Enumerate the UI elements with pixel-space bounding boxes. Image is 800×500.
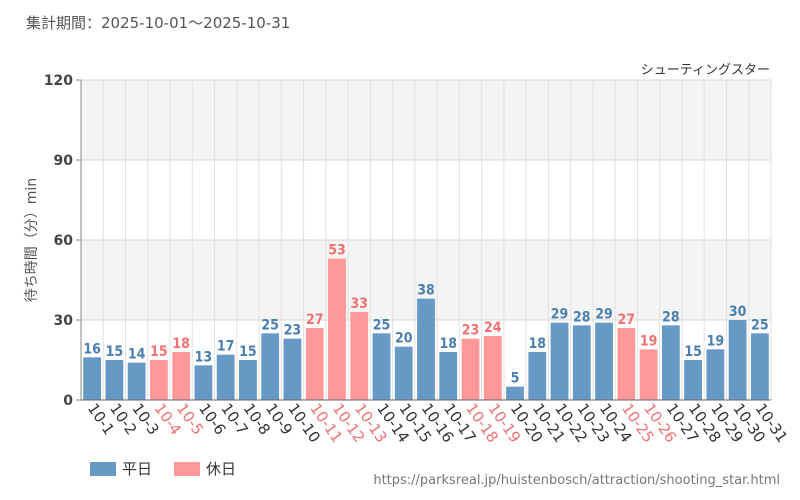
value-label-10-19: 24 <box>484 320 502 336</box>
bar-10-2 <box>105 360 124 400</box>
value-label-10-12: 53 <box>328 243 346 259</box>
x-tick-labels: 10-110-210-310-410-510-610-710-810-910-1… <box>84 400 791 446</box>
value-label-10-31: 25 <box>751 317 769 333</box>
value-label-10-30: 30 <box>729 304 747 320</box>
y-tick-label: 120 <box>44 73 73 89</box>
legend-item-weekday: 平日 <box>90 458 152 479</box>
value-label-10-14: 25 <box>373 317 391 333</box>
bar-10-27 <box>661 325 680 400</box>
bar-10-29 <box>706 349 725 400</box>
value-label-10-24: 29 <box>595 307 613 323</box>
weekday-swatch <box>90 461 116 476</box>
value-label-10-18: 23 <box>462 323 480 339</box>
bar-10-11 <box>305 328 324 400</box>
value-label-10-26: 19 <box>640 333 658 349</box>
bar-10-5 <box>172 352 191 400</box>
bars <box>83 258 769 400</box>
bar-10-3 <box>127 362 146 400</box>
value-label-10-17: 18 <box>439 336 457 352</box>
bar-10-14 <box>372 333 391 400</box>
chart-title: シューティングスター <box>641 63 770 78</box>
value-label-10-28: 15 <box>684 344 702 360</box>
bar-10-4 <box>150 360 168 400</box>
bar-10-19 <box>483 336 502 400</box>
bar-10-25 <box>617 328 636 400</box>
bar-10-9 <box>261 333 280 400</box>
bar-10-7 <box>216 354 235 400</box>
bar-10-30 <box>728 320 747 400</box>
bar-10-1 <box>83 357 102 400</box>
value-label-10-9: 25 <box>261 317 279 333</box>
value-label-10-22: 29 <box>551 307 569 323</box>
legend: 平日 休日 <box>90 458 258 479</box>
value-label-10-25: 27 <box>618 312 636 328</box>
bar-10-18 <box>461 338 480 400</box>
bar-10-26 <box>639 349 658 400</box>
bar-10-28 <box>684 360 702 400</box>
value-label-10-6: 13 <box>195 349 213 365</box>
value-label-10-4: 15 <box>150 344 168 360</box>
bar-10-12 <box>328 258 346 400</box>
value-label-10-1: 16 <box>83 341 101 357</box>
bar-10-10 <box>283 338 302 400</box>
bar-10-15 <box>394 346 413 400</box>
bar-10-17 <box>439 352 458 400</box>
source-url: https://parksreal.jp/huistenbosch/attrac… <box>373 473 780 488</box>
bar-10-16 <box>417 298 435 400</box>
bar-10-8 <box>239 360 257 400</box>
legend-holiday-label: 休日 <box>206 460 237 478</box>
bar-10-21 <box>528 352 547 400</box>
y-tick-label: 30 <box>54 313 74 329</box>
plot-band <box>81 80 771 160</box>
value-label-10-8: 15 <box>239 344 257 360</box>
bar-10-13 <box>350 312 369 400</box>
period-label: 集計期間：2025-10-01〜2025-10-31 <box>26 14 291 32</box>
value-label-10-21: 18 <box>529 336 547 352</box>
value-label-10-15: 20 <box>395 331 413 347</box>
y-tick-label: 0 <box>63 393 73 409</box>
bar-10-20 <box>506 386 524 400</box>
bar-10-23 <box>572 325 591 400</box>
plot-band <box>81 160 771 240</box>
legend-weekday-label: 平日 <box>122 460 153 478</box>
holiday-swatch <box>174 461 201 476</box>
value-label-10-20: 5 <box>511 371 520 387</box>
legend-item-holiday: 休日 <box>174 458 236 479</box>
value-label-10-5: 18 <box>172 336 190 352</box>
value-label-10-10: 23 <box>284 323 302 339</box>
value-label-10-27: 28 <box>662 309 680 325</box>
value-label-10-2: 15 <box>106 344 124 360</box>
bar-10-24 <box>595 322 613 400</box>
y-axis-label: 待ち時間（分）min <box>24 178 40 302</box>
y-tick-label: 60 <box>54 233 74 249</box>
bar-10-22 <box>550 322 569 400</box>
value-label-10-29: 19 <box>707 333 725 349</box>
bar-10-31 <box>750 333 769 400</box>
y-tick-labels: 0 30 60 90 120 <box>44 73 73 409</box>
value-label-10-23: 28 <box>573 309 591 325</box>
value-label-10-16: 38 <box>417 283 435 299</box>
value-label-10-13: 33 <box>350 296 368 312</box>
y-tick-label: 90 <box>54 153 74 169</box>
bar-10-6 <box>194 365 213 400</box>
value-label-10-3: 14 <box>128 347 146 363</box>
value-label-10-11: 27 <box>306 312 324 328</box>
value-label-10-7: 17 <box>217 339 235 355</box>
